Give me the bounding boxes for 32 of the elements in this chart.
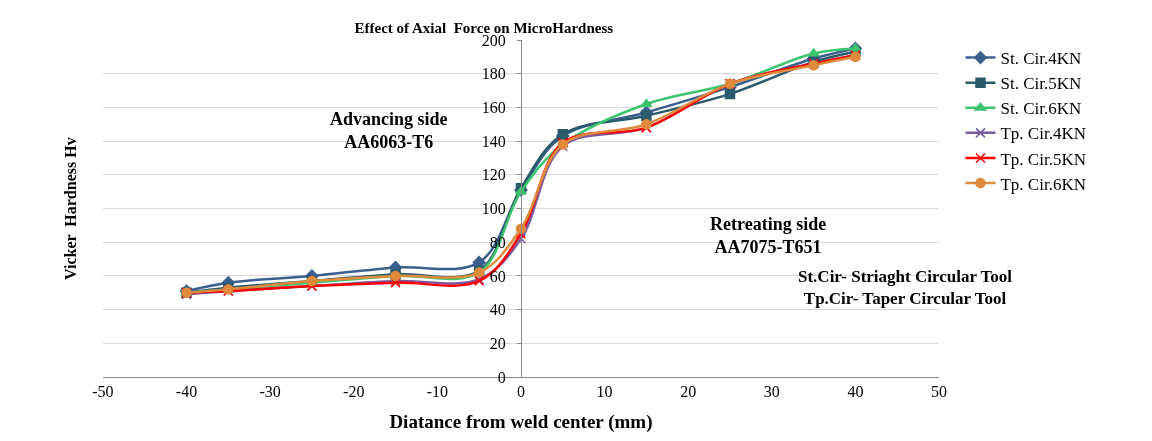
- y-tick-label: 20: [489, 334, 506, 352]
- y-tick-label: 0: [497, 368, 506, 386]
- x-tick-label: 10: [596, 383, 613, 401]
- y-tick-label: 100: [481, 200, 506, 218]
- chart-title: Effect of Axial Force on MicroHardness: [354, 19, 614, 36]
- y-tick-label: 60: [489, 267, 506, 285]
- y-tick-label: 160: [481, 99, 506, 116]
- x-tick-label: -10: [426, 383, 448, 401]
- x-tick-label: -20: [343, 383, 365, 401]
- x-tick-label: 20: [680, 383, 697, 401]
- y-tick-label: 120: [481, 166, 506, 184]
- annotation: Retreating side AA7075-T651: [710, 214, 827, 258]
- x-axis-title: Diatance from weld center (mm): [389, 411, 653, 433]
- legend-label: Tp. Cir.5KN: [1000, 149, 1086, 169]
- x-tick-label: -40: [175, 383, 198, 401]
- x-tick-label: 50: [931, 383, 948, 401]
- x-tick-label: 0: [516, 383, 525, 401]
- annotation: Advancing side AA6063-T6: [330, 109, 448, 153]
- y-tick-label: 180: [481, 65, 506, 83]
- legend-label: Tp. Cir.4KN: [1000, 124, 1086, 144]
- y-tick-label: 40: [489, 301, 506, 319]
- x-tick-label: -30: [259, 383, 281, 401]
- legend-label: St. Cir.5KN: [1000, 74, 1082, 94]
- x-tick-label: -50: [92, 383, 114, 401]
- legend-label: St. Cir.6KN: [1000, 99, 1082, 119]
- legend-label: St. Cir.4KN: [1000, 49, 1082, 69]
- x-tick-label: 40: [847, 383, 864, 401]
- y-tick-label: 140: [481, 132, 506, 150]
- x-tick-label: 30: [763, 383, 780, 401]
- y-axis-title: Vicker Hardness Hv: [62, 137, 79, 280]
- legend-label: Tp. Cir.6KN: [1000, 174, 1086, 194]
- annotation: St.Cir- Striaght Circular Tool Tp.Cir- Taper Circular Tool: [798, 267, 1013, 309]
